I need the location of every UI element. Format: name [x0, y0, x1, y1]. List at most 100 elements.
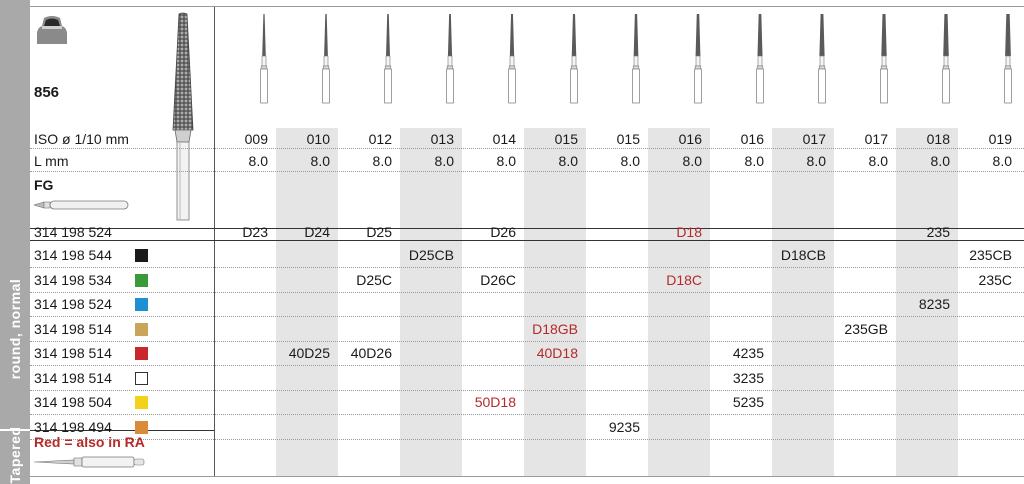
tapered-bur-icon — [384, 14, 392, 104]
row-separator — [30, 438, 1024, 440]
sidebar-section-normal: round, normal — [0, 228, 30, 430]
article-code: 5235 — [732, 394, 764, 410]
iso-value: 009 — [244, 131, 268, 147]
grit-color-swatch — [135, 273, 148, 287]
article-code: 50D18 — [474, 394, 516, 410]
article-code: 9235 — [608, 418, 640, 435]
connection-label: FG — [34, 177, 54, 193]
tapered-bur-icon — [694, 14, 702, 104]
tapered-bur-icon — [446, 14, 454, 104]
column-shade — [276, 128, 338, 476]
iso-value: 010 — [306, 131, 330, 147]
length-value: 8.0 — [806, 153, 826, 169]
top-border — [30, 6, 1024, 7]
length-value: 8.0 — [992, 153, 1012, 169]
article-code: 3235 — [732, 369, 764, 386]
article-code: 235GB — [844, 320, 888, 337]
order-number: 314 198 514 — [34, 369, 112, 386]
article-code: 8235 — [918, 296, 950, 312]
article-code: D25C — [356, 271, 392, 288]
iso-value: 013 — [430, 131, 454, 147]
column-shade — [524, 128, 586, 476]
fg-shank-icon — [34, 200, 129, 210]
iso-label: ISO ø 1/10 mm — [34, 131, 129, 147]
article-code: D26C — [480, 271, 516, 288]
article-code: D18CB — [780, 247, 826, 263]
column-shade — [400, 128, 462, 476]
iso-value: 016 — [740, 131, 764, 147]
length-value: 8.0 — [248, 153, 268, 169]
length-value: 8.0 — [310, 153, 330, 169]
order-number: 314 198 524 — [34, 224, 112, 240]
tapered-bur-icon — [508, 14, 516, 104]
length-value: 8.0 — [868, 153, 888, 169]
column-shade — [648, 128, 710, 476]
article-code: 40D26 — [350, 345, 392, 361]
row-separator — [30, 148, 1024, 149]
grit-color-swatch — [135, 347, 148, 360]
article-code: D25 — [366, 224, 392, 240]
row-separator — [30, 267, 1024, 268]
row-separator — [30, 291, 1024, 293]
iso-value: 017 — [864, 131, 888, 147]
row-separator — [30, 365, 1024, 366]
iso-value: 012 — [368, 131, 392, 147]
sidebar-label-normal: round, normal — [7, 278, 23, 380]
row-separator — [30, 389, 1024, 391]
length-value: 8.0 — [558, 153, 578, 169]
article-code: D24 — [304, 224, 330, 240]
iso-value: 019 — [988, 131, 1012, 147]
bottom-border — [30, 476, 1024, 477]
length-value: 8.0 — [744, 153, 764, 169]
tapered-bur-icon — [818, 14, 826, 104]
product-number: 856 — [34, 84, 60, 101]
length-value: 8.0 — [496, 153, 516, 169]
row-separator — [30, 171, 1024, 172]
grit-color-swatch — [135, 249, 148, 262]
article-code: D18GB — [532, 320, 578, 337]
sidebar-label-tapered: Tapered — [7, 426, 23, 484]
length-value: 8.0 — [620, 153, 640, 169]
length-value: 8.0 — [434, 153, 454, 169]
length-value: 8.0 — [682, 153, 702, 169]
column-shade — [896, 128, 958, 476]
label-column-divider — [214, 6, 215, 476]
grit-color-swatch — [135, 420, 148, 434]
article-code: 235CB — [969, 247, 1012, 263]
grit-color-swatch — [135, 371, 148, 385]
row-separator — [30, 414, 1024, 415]
length-value: 8.0 — [372, 153, 392, 169]
length-label: L mm — [34, 153, 69, 169]
article-code: D18C — [666, 271, 702, 288]
ra-shank-icon — [34, 456, 145, 468]
order-number: 314 198 514 — [34, 345, 112, 361]
iso-value: 015 — [616, 131, 640, 147]
tapered-bur-icon — [260, 14, 268, 104]
grit-color-swatch — [135, 298, 148, 311]
order-number: 314 198 544 — [34, 247, 112, 263]
order-number: 314 198 494 — [34, 418, 112, 435]
order-number: 314 198 514 — [34, 320, 112, 337]
tooth-preparation-icon — [34, 12, 70, 46]
iso-value: 015 — [554, 131, 578, 147]
footnote-divider — [30, 430, 214, 431]
row-separator — [30, 316, 1024, 317]
grit-color-swatch — [135, 322, 148, 336]
article-code: 40D18 — [536, 345, 578, 361]
section-divider — [30, 228, 1024, 229]
tapered-bur-icon — [942, 14, 950, 104]
tapered-bur-icon — [880, 14, 888, 104]
iso-value: 016 — [678, 131, 702, 147]
sidebar-divider — [0, 429, 30, 431]
sidebar-section-tapered: Tapered — [0, 427, 30, 484]
order-number: 314 198 534 — [34, 271, 112, 288]
order-number: 314 198 524 — [34, 296, 112, 312]
order-number: 314 198 504 — [34, 394, 112, 410]
article-code: D18 — [676, 224, 702, 240]
tapered-bur-icon — [1004, 14, 1012, 104]
article-code: 40D25 — [288, 345, 330, 361]
article-code: D23 — [242, 224, 268, 240]
article-code: D25CB — [408, 247, 454, 263]
grit-color-swatch — [135, 396, 148, 409]
iso-value: 018 — [926, 131, 950, 147]
